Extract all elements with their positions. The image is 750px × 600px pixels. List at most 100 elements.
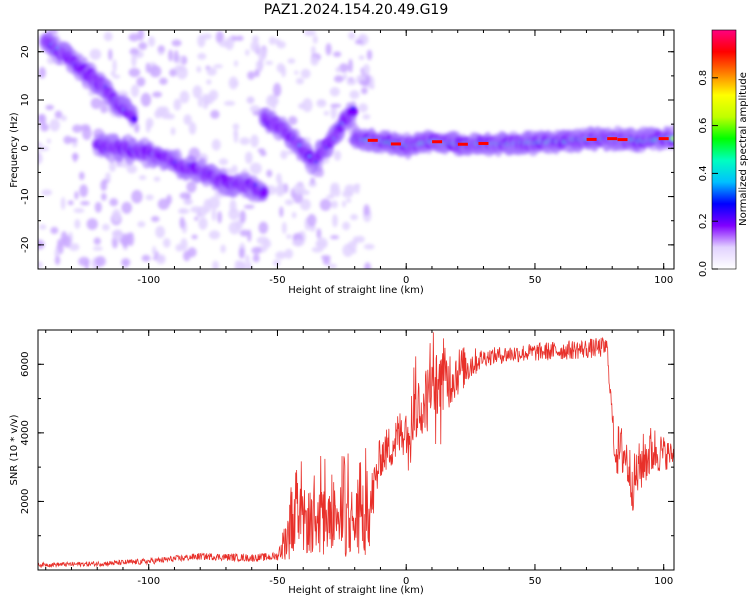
spectrogram-noise-blob bbox=[69, 137, 78, 143]
spectrogram-noise-blob bbox=[218, 158, 229, 166]
spectrogram-noise-blob bbox=[284, 248, 294, 259]
spectrogram-noise-blob bbox=[183, 114, 192, 125]
spectrogram-noise-blob bbox=[126, 164, 138, 174]
spectrogram-noise-blob bbox=[233, 129, 239, 144]
spectrogram-ridge-descending bbox=[92, 132, 269, 203]
spectrogram-noise-blob bbox=[363, 204, 370, 216]
colorbar-label: Normalized spectral amplitude bbox=[738, 72, 749, 226]
spectrogram-ridge-middle bbox=[258, 101, 359, 175]
spectrogram-noise-blob bbox=[310, 45, 316, 56]
x-tick-label: -50 bbox=[269, 576, 285, 587]
spectrogram-noise-blob bbox=[224, 37, 235, 51]
carrier-hotspot bbox=[658, 137, 669, 141]
spectrogram-noise-blob bbox=[299, 198, 311, 211]
spectrogram-noise-blob bbox=[345, 198, 352, 203]
spectrogram-noise-blob bbox=[295, 77, 304, 85]
spectrogram-noise-blob bbox=[196, 65, 202, 73]
colorbar-tick-label: 0.2 bbox=[698, 213, 709, 229]
spectrogram-noise-blob bbox=[148, 36, 156, 47]
spectrogram-noise-blob bbox=[254, 68, 260, 78]
spectrogram-noise-blob bbox=[286, 234, 293, 239]
y-tick-label: 6000 bbox=[20, 352, 31, 377]
carrier-hotspot bbox=[586, 137, 597, 141]
spectrogram-noise-blob bbox=[333, 75, 344, 83]
spectrogram-noise-blob bbox=[38, 142, 43, 147]
spectrogram-ridges bbox=[39, 32, 674, 203]
spectrogram-noise-blob bbox=[134, 122, 140, 133]
spectrogram-noise-blob bbox=[63, 235, 72, 248]
spectrogram-noise-blob bbox=[92, 246, 103, 251]
spectrogram-noise-blob bbox=[153, 176, 161, 182]
spectrogram-noise-blob bbox=[198, 217, 208, 230]
spectrogram-noise-blob bbox=[112, 229, 124, 241]
y-tick-label: -10 bbox=[20, 188, 31, 204]
spectrogram-noise-blob bbox=[344, 184, 356, 195]
spectrogram-noise-blob bbox=[310, 56, 319, 66]
spectrogram-noise-blob bbox=[213, 64, 223, 69]
spectrogram-noise-blob bbox=[137, 221, 146, 228]
spectrogram-noise-blob bbox=[311, 246, 324, 253]
spectrogram-noise-blob bbox=[307, 214, 317, 227]
spectrogram-noise-blob bbox=[145, 194, 154, 201]
spectrogram-noise-blob bbox=[90, 97, 102, 110]
spectrogram-noise-blob bbox=[312, 35, 318, 44]
spectrogram-noise-blob bbox=[210, 109, 220, 119]
spectrogram-noise-blob bbox=[129, 47, 139, 56]
spectrogram-noise-blob bbox=[72, 152, 78, 163]
colorbar-tick-label: 0.4 bbox=[698, 165, 709, 181]
spectrogram-noise-blob bbox=[60, 197, 66, 210]
x-tick-label: 0 bbox=[403, 275, 409, 286]
spectrogram-noise-blob bbox=[244, 151, 253, 164]
spectrogram-noise-blob bbox=[192, 85, 203, 99]
ridge-body bbox=[260, 186, 269, 198]
spectrogram-noise-blob bbox=[128, 67, 141, 78]
spectrogram-heatmap bbox=[38, 30, 674, 269]
spectrogram-noise-blob bbox=[234, 260, 246, 269]
carrier-hotspot bbox=[478, 141, 489, 145]
spectrogram-noise-blob bbox=[121, 258, 131, 267]
x-tick-label: -50 bbox=[269, 275, 285, 286]
x-tick-label: 50 bbox=[529, 275, 542, 286]
spectrogram-noise-blob bbox=[128, 33, 140, 42]
spectrogram-noise-blob bbox=[363, 243, 375, 250]
spectrogram-noise-blob bbox=[73, 208, 85, 214]
spectrogram-noise-blob bbox=[262, 239, 272, 249]
spectrogram-noise-blob bbox=[291, 211, 297, 219]
spectrogram-noise-blob bbox=[179, 208, 186, 214]
x-tick-label: 100 bbox=[654, 576, 673, 587]
x-tick-label: 0 bbox=[403, 576, 409, 587]
ridge-core bbox=[670, 136, 674, 141]
spectrogram-noise-blob bbox=[279, 180, 284, 194]
spectrogram-noise-blob bbox=[250, 40, 260, 53]
spectrogram-noise-blob bbox=[211, 139, 221, 151]
spectrogram-noise-blob bbox=[164, 113, 175, 120]
spectrogram-noise-blob bbox=[223, 100, 236, 106]
spectrogram-noise-blob bbox=[366, 49, 373, 61]
spectrogram-noise-blob bbox=[145, 117, 154, 129]
spectrogram-noise-blob bbox=[68, 243, 80, 251]
ridge-body bbox=[348, 106, 359, 117]
spectrogram-noise-blob bbox=[354, 39, 364, 45]
spectrogram-noise-blob bbox=[179, 90, 190, 104]
spectrogram-noise-blob bbox=[208, 230, 221, 240]
spectrogram-noise-blob bbox=[39, 224, 47, 230]
spectrogram-noise-blob bbox=[333, 150, 342, 161]
carrier-hotspot bbox=[390, 142, 401, 146]
spectrogram-noise-blob bbox=[138, 42, 148, 51]
spectrogram-noise-blob bbox=[63, 135, 73, 145]
spectrogram-noise-blob bbox=[284, 199, 294, 206]
spectrogram-noise-blob bbox=[266, 169, 273, 178]
spectrogram-noise-blob bbox=[275, 173, 282, 185]
spectrogram-noise-blob bbox=[204, 93, 215, 105]
spectrogram-noise-blob bbox=[171, 39, 182, 47]
spectrogram-noise-blob bbox=[302, 98, 313, 113]
spectrogram-noise-blob bbox=[363, 63, 370, 76]
spectrogram-noise-blob bbox=[333, 186, 341, 198]
spectrogram-noise-blob bbox=[101, 193, 107, 201]
spectrogram-noise-blob bbox=[361, 87, 368, 95]
snr-series-line bbox=[38, 332, 674, 569]
spectrogram-noise-blob bbox=[112, 74, 121, 79]
spectrogram-noise-blob bbox=[346, 79, 357, 86]
